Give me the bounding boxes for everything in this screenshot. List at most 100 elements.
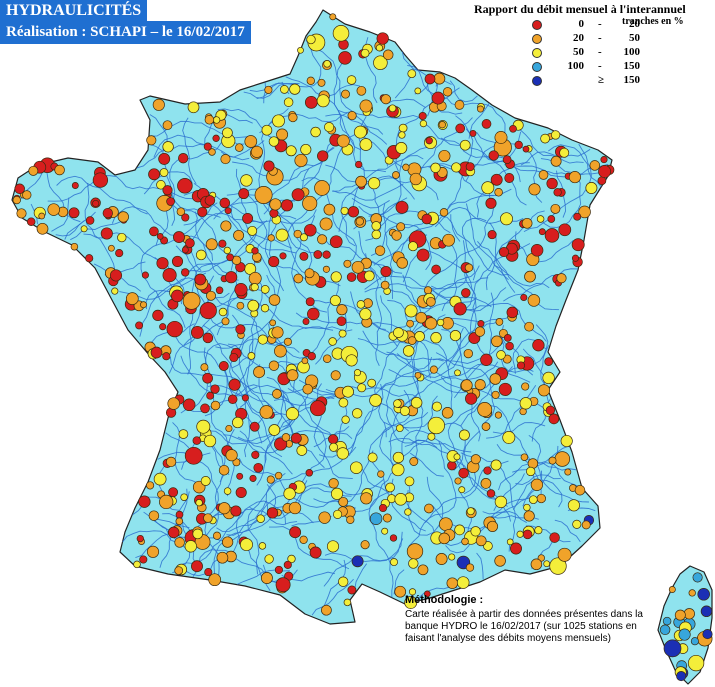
station-marker	[229, 352, 239, 363]
station-marker	[557, 547, 572, 562]
station-marker	[162, 141, 174, 153]
station-marker	[454, 524, 465, 536]
station-marker	[477, 320, 485, 328]
station-marker	[247, 299, 260, 312]
river	[333, 53, 362, 151]
station-marker	[36, 222, 49, 235]
station-marker	[70, 242, 79, 251]
river	[494, 264, 550, 289]
river	[447, 402, 479, 483]
station-marker	[536, 215, 545, 223]
station-marker	[275, 228, 289, 242]
station-marker	[166, 197, 175, 206]
station-marker	[408, 588, 417, 596]
station-marker	[336, 316, 347, 327]
station-marker	[494, 555, 506, 567]
station-marker	[328, 337, 337, 346]
river	[410, 314, 446, 458]
station-marker	[171, 289, 184, 303]
station-marker	[299, 233, 308, 242]
river	[268, 283, 339, 359]
river	[111, 206, 214, 261]
station-marker	[203, 142, 212, 151]
station-marker	[200, 403, 210, 414]
station-marker	[263, 160, 275, 172]
station-marker	[241, 394, 249, 402]
station-marker	[329, 235, 343, 249]
station-marker	[424, 317, 438, 330]
station-marker	[414, 87, 422, 95]
station-marker	[236, 301, 245, 310]
river	[378, 383, 387, 438]
legend-swatch	[532, 48, 542, 58]
station-marker	[538, 170, 549, 180]
station-marker	[309, 546, 322, 559]
station-marker	[68, 207, 80, 219]
river	[503, 268, 578, 302]
station-marker	[433, 72, 446, 85]
station-marker	[258, 542, 267, 550]
river	[312, 300, 366, 314]
station-marker	[347, 111, 357, 121]
station-marker	[166, 320, 183, 338]
station-marker	[530, 244, 544, 257]
station-marker	[417, 564, 429, 576]
station-marker	[447, 460, 457, 471]
river	[428, 164, 494, 197]
station-marker	[357, 383, 367, 393]
station-marker	[159, 168, 169, 177]
station-marker	[430, 162, 441, 173]
station-marker	[449, 330, 461, 342]
station-marker	[391, 463, 405, 477]
station-marker	[414, 331, 425, 342]
station-marker	[234, 283, 248, 297]
station-marker	[150, 346, 163, 359]
station-marker	[436, 318, 445, 327]
station-marker	[283, 560, 292, 569]
river	[259, 112, 348, 134]
river	[84, 182, 118, 278]
station-marker	[438, 149, 451, 163]
station-marker	[542, 371, 555, 385]
river	[402, 249, 476, 309]
station-marker	[294, 153, 308, 168]
station-marker	[274, 344, 287, 358]
station-marker	[404, 508, 412, 516]
legend: Rapport du débit mensuel à l'interannuel…	[474, 2, 712, 86]
station-marker	[218, 307, 228, 317]
station-marker	[480, 353, 493, 366]
station-marker	[253, 366, 266, 379]
station-marker	[431, 91, 445, 105]
station-marker	[392, 171, 400, 179]
station-marker	[692, 572, 703, 583]
station-marker	[323, 60, 331, 68]
station-marker	[537, 384, 551, 397]
station-marker	[359, 138, 373, 151]
station-marker	[54, 164, 65, 176]
station-marker	[233, 229, 245, 241]
station-marker	[197, 206, 208, 218]
station-marker	[176, 207, 186, 216]
station-marker	[203, 513, 213, 523]
station-marker	[359, 99, 373, 113]
station-marker	[283, 337, 292, 346]
map-title: HYDRAULICITÉS	[0, 0, 148, 22]
river	[520, 151, 584, 166]
station-marker	[251, 450, 260, 459]
station-marker	[264, 85, 273, 94]
station-marker	[688, 589, 696, 597]
station-marker	[117, 211, 129, 223]
station-marker	[347, 585, 357, 595]
station-marker	[477, 105, 484, 113]
station-marker	[249, 421, 260, 432]
station-marker	[192, 528, 203, 540]
station-marker	[323, 203, 336, 216]
station-marker	[280, 199, 294, 212]
station-marker	[285, 145, 297, 157]
station-marker	[260, 304, 270, 313]
station-marker	[540, 133, 550, 144]
land-layer	[11, 9, 713, 685]
station-marker	[534, 526, 543, 535]
station-marker	[480, 478, 492, 489]
station-marker	[388, 104, 397, 113]
